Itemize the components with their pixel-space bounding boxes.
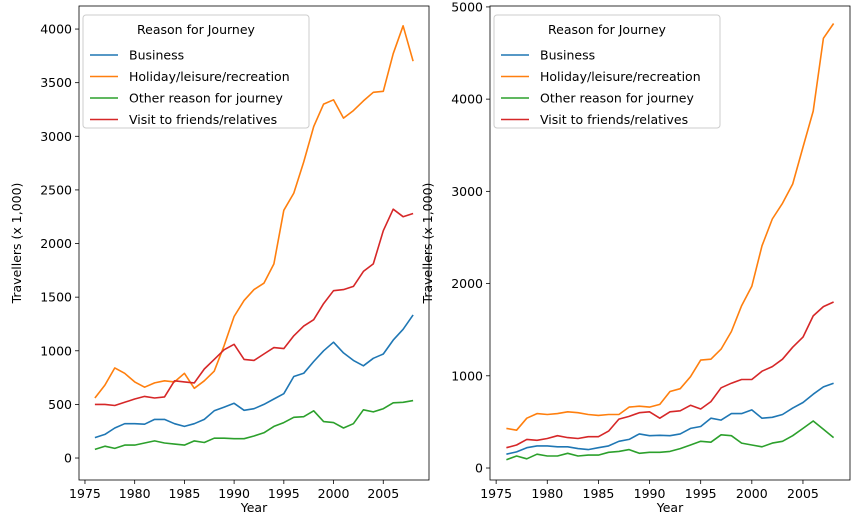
legend-entry: Business [129,48,184,63]
legend-entry: Other reason for journey [540,91,694,106]
y-axis-label: Travellers (x 1,000) [420,183,435,305]
series-line-2 [506,23,835,432]
chart-panel-1: 1975 1980 1985 1990 1995 2000 2005 0 500 1000 1500… [9,5,430,515]
legend-entry: Holiday/leisure/recreation [540,69,701,84]
x-tick-label: 1980 [531,486,563,501]
y-tick-label: 3500 [40,75,72,90]
legend: Reason for Journey Business Holiday/leisur… [82,14,310,129]
legend-entry: Visit to friends/relatives [540,112,688,127]
series-line-1 [506,382,834,455]
x-tick-label: 1990 [218,486,250,501]
legend-entry: Business [540,48,595,63]
legend-title: Reason for Journey [137,22,255,37]
x-tick-label: 1995 [268,486,300,501]
y-axis-label: Travellers (x 1,000) [9,183,24,305]
series-line-1 [94,314,414,439]
y-tick-label: 500 [48,397,72,412]
plot-frame [489,5,851,481]
y-tick-label: 4000 [451,92,483,107]
y-tick-label: 3000 [451,184,483,199]
y-tick-label: 0 [64,451,72,466]
x-tick-label: 1995 [685,486,717,501]
series-line-3 [94,399,414,451]
y-tick-label: 1000 [451,368,483,383]
x-tick-label: 2000 [736,486,768,501]
legend-box [82,14,310,129]
x-tick-label: 2000 [318,486,350,501]
series-line-3 [506,420,835,461]
x-tick-label: 1990 [634,486,666,501]
y-tick-label: 1000 [40,343,72,358]
x-axis-label: Year [656,500,684,515]
x-tick-label: 1975 [69,486,101,501]
y-tick-label: 2000 [40,236,72,251]
legend-title: Reason for Journey [548,22,666,37]
y-tick-label: 3000 [40,129,72,144]
legend: Reason for Journey Business Holiday/leisur… [493,14,721,129]
chart-panel-2: 1975 1980 1985 1990 1995 2000 2005 0 1000 2000 300… [420,0,851,515]
legend-entry: Holiday/leisure/recreation [129,69,290,84]
legend-entry: Other reason for journey [129,91,283,106]
legend-box [493,14,721,129]
series-line-2 [94,24,414,399]
y-tick-label: 0 [475,461,483,476]
y-tick-label: 4000 [40,22,72,37]
series-line-4 [94,208,414,407]
y-tick-label: 2000 [451,276,483,291]
x-tick-label: 1985 [168,486,200,501]
y-tick-label: 2500 [40,182,72,197]
series-line-4 [506,301,834,449]
x-tick-label: 2005 [367,486,399,501]
legend-entry: Visit to friends/relatives [129,112,277,127]
x-tick-label: 1980 [119,486,151,501]
y-tick-label: 1500 [40,290,72,305]
plot-frame [78,5,430,481]
x-tick-label: 2005 [787,486,819,501]
y-tick-label: 5000 [451,0,483,14]
x-axis-label: Year [240,500,268,515]
x-tick-label: 1975 [480,486,512,501]
x-tick-label: 1985 [583,486,615,501]
